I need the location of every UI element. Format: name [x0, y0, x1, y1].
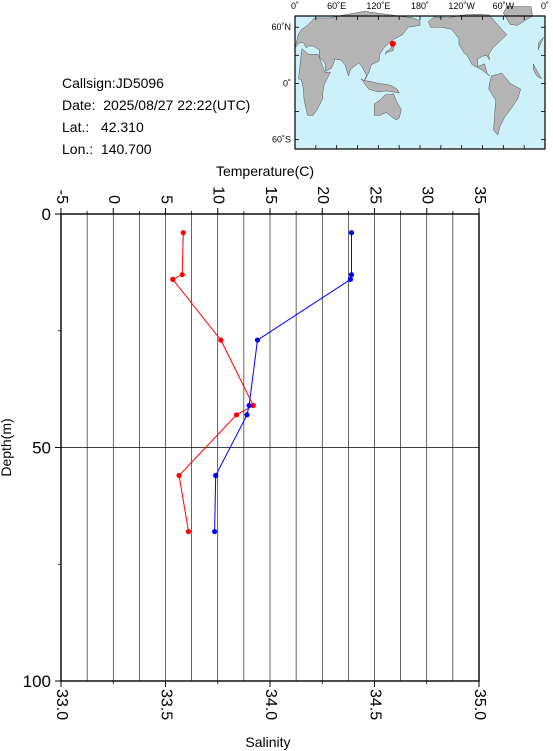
map-lon-label: 60˚W: [493, 1, 515, 11]
salinity-point: [213, 472, 219, 479]
date-label: Date:: [62, 97, 96, 113]
salinity-point: [244, 412, 250, 418]
top-axis-tick-label: 30: [419, 186, 436, 204]
bottom-axis-tick-label: 33.0: [53, 689, 70, 720]
map-lon-label: 0˚: [541, 1, 549, 11]
bottom-axis-tick-label: 33.5: [157, 689, 174, 720]
temperature-point: [218, 337, 224, 343]
map-land: [428, 13, 508, 77]
lat-value: 42.310: [100, 119, 144, 135]
map-lat-label: 60˚N: [271, 22, 291, 32]
map-land: [294, 11, 421, 81]
top-axis-tick-label: 35: [471, 186, 488, 204]
salinity-point: [212, 528, 218, 535]
station-marker: [389, 40, 396, 47]
temperature-point: [170, 276, 176, 282]
temperature-point: [250, 402, 256, 409]
map-land: [360, 78, 400, 94]
salinity-point: [347, 276, 354, 282]
station-info: Callsign:JD5096 Date: 2025/08/27 22:22(U…: [62, 72, 250, 160]
top-axis-tick-label: 15: [262, 186, 279, 204]
salinity-line: [214, 232, 352, 532]
callsign-value: JD5096: [115, 75, 164, 91]
map-land: [298, 48, 331, 116]
y-axis-tick-label: 100: [23, 672, 51, 691]
temperature-point: [176, 472, 182, 479]
lat-row: Lat.: 42.310: [62, 116, 250, 138]
top-axis-label: Temperature(C): [216, 163, 314, 179]
salinity-point: [254, 337, 261, 343]
salinity-point: [348, 272, 355, 278]
y-axis-tick-label: 0: [42, 205, 51, 224]
y-axis-label: Depth(m): [0, 418, 14, 476]
date-row: Date: 2025/08/27 22:22(UTC): [62, 94, 250, 116]
callsign-row: Callsign:JD5096: [62, 72, 250, 94]
map-lat-label: 60˚S: [272, 135, 291, 145]
top-axis-tick-label: 0: [105, 195, 122, 204]
bottom-axis-tick-label: 35.0: [471, 689, 488, 720]
y-axis-tick-label: 50: [32, 439, 51, 458]
lon-value: 140.700: [100, 141, 152, 157]
bottom-axis-label: Salinity: [245, 734, 290, 750]
map-lon-label: 120˚W: [448, 1, 475, 11]
map-land: [537, 37, 544, 50]
map-land: [488, 72, 521, 136]
map-lon-label: 60˚E: [327, 1, 346, 11]
top-axis-tick-label: 5: [157, 195, 174, 204]
top-axis-tick-label: 10: [210, 186, 227, 204]
lon-row: Lon.: 140.700: [62, 138, 250, 160]
lat-label: Lat.:: [62, 119, 90, 135]
map-lat-label: 0˚: [283, 78, 291, 88]
bottom-axis-tick-label: 34.5: [366, 689, 383, 720]
temperature-point: [185, 528, 192, 535]
lon-label: Lon.:: [62, 141, 94, 157]
callsign-label: Callsign:: [62, 75, 116, 91]
temperature-point: [180, 230, 186, 236]
map-land: [533, 63, 543, 80]
top-axis-tick-label: -5: [53, 190, 70, 204]
temperature-point: [179, 272, 185, 278]
top-axis-tick-label: 25: [366, 186, 383, 204]
date-value: 2025/08/27 22:22(UTC): [103, 97, 251, 113]
map-lon-label: 120˚E: [366, 1, 390, 11]
temperature-point: [233, 412, 240, 418]
map-lon-label: 0˚: [291, 1, 299, 11]
salinity-point: [348, 230, 355, 236]
temperature-line: [172, 232, 254, 532]
top-axis-tick-label: 20: [314, 186, 331, 204]
map-land: [374, 93, 402, 121]
map-lon-label: 180˚: [411, 1, 429, 11]
bottom-axis-tick-label: 34.0: [262, 689, 279, 720]
salinity-point: [246, 402, 252, 409]
